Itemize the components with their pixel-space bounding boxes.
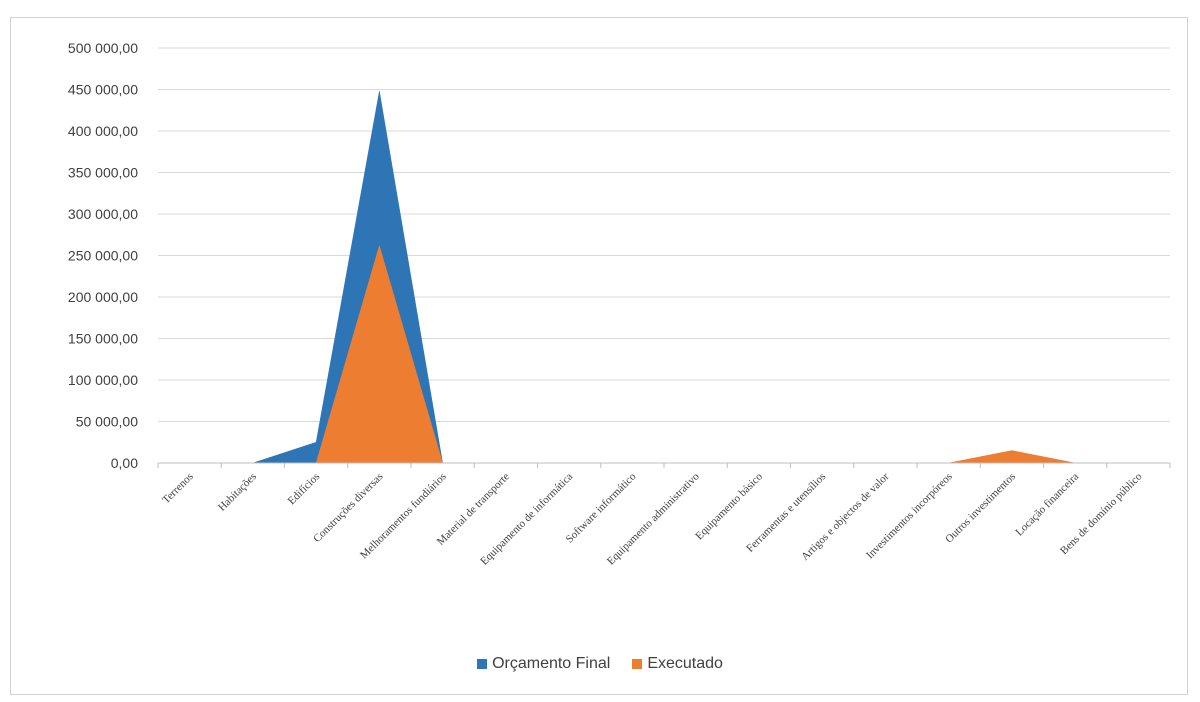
x-category-label: Terrenos [160,471,196,507]
x-category-label: Construções diversas [311,471,385,545]
x-category-label: Habitações [216,471,259,514]
legend-label-orcamento-final: Orçamento Final [492,655,611,672]
legend-swatch-orcamento-final [477,659,488,669]
y-tick-label: 200 000,00 [68,289,138,305]
y-tick-label: 400 000,00 [68,123,138,139]
x-category-label: Edifícios [286,471,323,508]
y-tick-label: 150 000,00 [68,331,138,347]
legend-item-orcamento-final: Orçamento Final [477,655,610,673]
y-tick-label: 300 000,00 [68,206,138,222]
chart-frame [10,17,1188,695]
area-chart: 0,00 50 000,00 100 000,00 150 000,00 200 000… [68,40,1171,568]
legend-item-executado: Executado [632,655,723,673]
y-tick-label: 500 000,00 [68,40,138,56]
y-tick-label: 100 000,00 [68,372,138,388]
y-tick-label: 50 000,00 [76,414,138,430]
y-tick-label: 450 000,00 [68,82,138,98]
legend-label-executado: Executado [647,655,723,672]
chart-legend: Orçamento Final Executado [0,655,1200,673]
legend-swatch-executado [632,659,643,669]
x-category-label: Equipamento básico [693,470,765,542]
y-tick-label: 250 000,00 [68,248,138,264]
area-series-orcamento-final [189,91,1139,464]
y-tick-label: 350 000,00 [68,165,138,181]
x-category-label: Locação financeira [1013,471,1081,539]
y-tick-label: 0,00 [111,455,138,471]
x-category-label: Outros investimentos [943,471,1018,546]
x-category-label: Software informático [564,470,639,545]
